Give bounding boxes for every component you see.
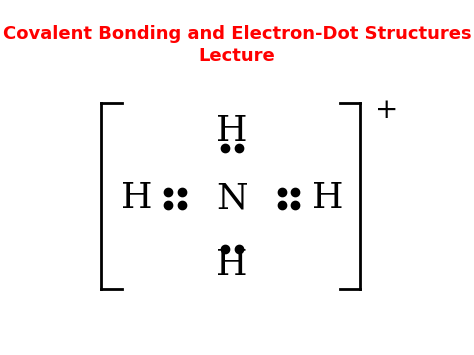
Text: N: N xyxy=(216,181,248,215)
Text: H: H xyxy=(312,181,343,215)
Text: Covalent Bonding and Electron-Dot Structures
Lecture: Covalent Bonding and Electron-Dot Struct… xyxy=(3,25,471,65)
Text: H: H xyxy=(216,248,247,282)
Text: H: H xyxy=(216,114,247,148)
Text: H: H xyxy=(121,181,152,215)
Text: +: + xyxy=(375,97,399,124)
